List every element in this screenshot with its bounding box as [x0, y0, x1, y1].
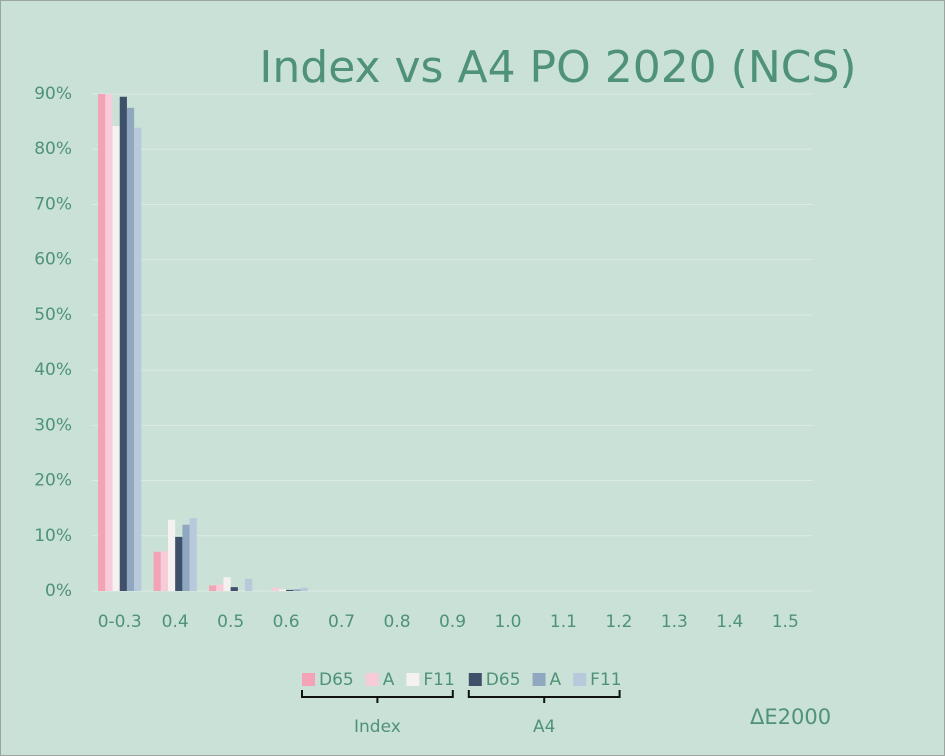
- bar: [112, 126, 120, 591]
- legend-swatch: [532, 673, 546, 686]
- x-tick-label: 1.2: [605, 612, 632, 632]
- y-tick-label: 0%: [45, 581, 72, 601]
- x-tick-label: 0.4: [162, 612, 189, 632]
- legend-swatch: [468, 673, 482, 686]
- legend-label: A: [550, 670, 562, 690]
- bar: [271, 587, 279, 591]
- bar: [160, 551, 168, 591]
- x-tick-label: 0-0.3: [98, 612, 142, 632]
- bar: [230, 587, 238, 591]
- x-tick-label: 0.6: [273, 612, 300, 632]
- x-tick-label: 0.7: [328, 612, 355, 632]
- x-tick-label: 0.9: [439, 612, 466, 632]
- chart-title: Index vs A4 PO 2020 (NCS): [259, 42, 856, 93]
- legend-brace: [467, 690, 621, 703]
- x-tick-label: 1.5: [772, 612, 799, 632]
- bar: [209, 585, 217, 591]
- bar: [245, 578, 253, 591]
- bar: [175, 536, 183, 591]
- legend-group-label: Index: [354, 717, 401, 737]
- bar: [119, 96, 127, 591]
- bar: [278, 589, 287, 591]
- bar: [293, 589, 301, 591]
- x-tick-label: 1.4: [716, 612, 743, 632]
- y-tick-label: 40%: [34, 360, 72, 380]
- bar: [223, 577, 231, 591]
- y-tick-label: 90%: [34, 84, 72, 104]
- legend-group-label: A4: [533, 717, 555, 737]
- y-tick-label: 70%: [34, 194, 72, 214]
- y-tick-label: 60%: [34, 250, 72, 270]
- bar: [286, 589, 294, 591]
- y-tick-label: 30%: [34, 415, 72, 435]
- bar: [300, 587, 308, 591]
- x-tick-label: 1.0: [494, 612, 521, 632]
- legend-swatch: [365, 673, 379, 686]
- legend-brace: [301, 690, 454, 703]
- legend-label: D65: [486, 670, 521, 690]
- legend-swatch: [573, 673, 587, 686]
- x-tick-label: 1.3: [661, 612, 688, 632]
- legend-swatch: [302, 673, 315, 686]
- y-tick-label: 50%: [34, 305, 72, 325]
- bar: [189, 518, 197, 591]
- x-axis-label: ΔE2000: [750, 705, 831, 729]
- bar: [167, 519, 176, 591]
- bar: [134, 127, 142, 592]
- legend-label: F11: [423, 670, 454, 690]
- x-tick-label: 1.1: [550, 612, 577, 632]
- legend-label: A: [383, 670, 395, 690]
- y-tick-label: 20%: [34, 471, 72, 491]
- y-tick-label: 80%: [34, 139, 72, 159]
- x-tick-label: 0.8: [384, 612, 411, 632]
- y-tick-label: 10%: [34, 526, 72, 546]
- bar: [126, 107, 135, 592]
- bar: [182, 524, 190, 591]
- bar: [98, 94, 106, 591]
- legend-swatch: [406, 673, 420, 686]
- legend-label: F11: [590, 670, 621, 690]
- bar: [105, 94, 113, 591]
- bar: [153, 551, 161, 591]
- legend-label: D65: [319, 670, 354, 690]
- x-tick-label: 0.5: [217, 612, 244, 632]
- bar: [216, 584, 224, 591]
